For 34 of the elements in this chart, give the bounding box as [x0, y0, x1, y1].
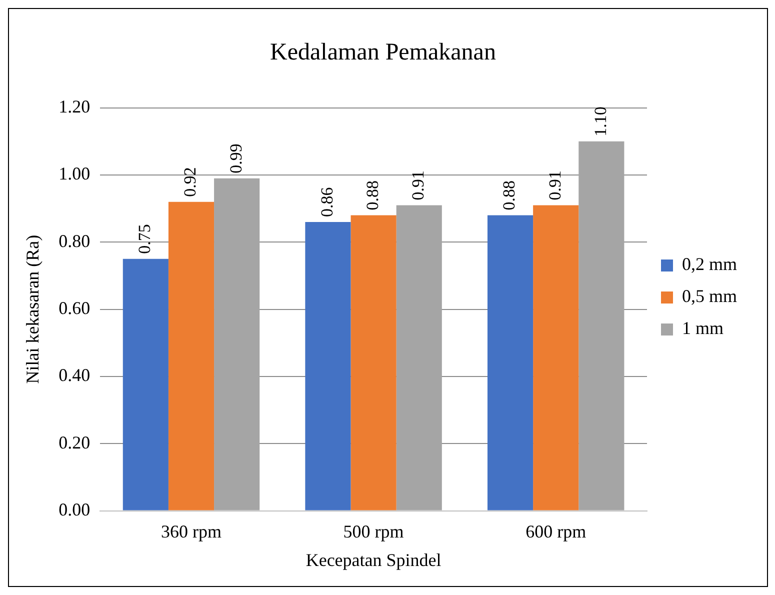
y-tick-label: 0.60	[58, 298, 90, 318]
data-label: 0.75	[135, 224, 154, 254]
y-tick-label: 0.00	[58, 500, 90, 520]
data-label: 0.91	[545, 170, 564, 200]
y-tick-label: 0.40	[58, 365, 90, 386]
y-tick-label: 1.20	[58, 96, 90, 117]
data-label: 0.92	[180, 167, 200, 197]
y-tick-label: 0.20	[58, 432, 90, 452]
bar	[487, 215, 534, 510]
bar	[214, 178, 260, 510]
bar	[122, 258, 168, 510]
y-tick-label: 0.80	[58, 230, 90, 251]
data-label: 0.88	[363, 180, 382, 210]
data-label: 0.99	[226, 144, 246, 174]
data-label: 1.10	[590, 106, 610, 136]
legend-label: 0,5 mm	[682, 286, 738, 306]
bar	[168, 202, 214, 510]
bar	[305, 222, 351, 510]
data-label: 0.88	[500, 180, 519, 210]
y-axis-title: Nilai kekasaran (Ra)	[22, 234, 43, 384]
bar	[578, 141, 624, 510]
x-tick-label: 360 rpm	[161, 521, 222, 542]
x-tick-label: 600 rpm	[526, 521, 586, 542]
data-label: 0.91	[408, 170, 428, 200]
bar	[350, 215, 396, 510]
bar	[533, 205, 579, 510]
bar	[396, 205, 442, 510]
chart-title: Kedalaman Pemakanan	[270, 40, 496, 66]
legend-label: 1 mm	[682, 318, 724, 338]
y-tick-label: 1.00	[58, 164, 90, 184]
x-axis-title: Kecepatan Spindel	[306, 550, 442, 570]
x-tick-label: 500 rpm	[343, 521, 404, 542]
data-label: 0.86	[317, 187, 336, 217]
legend-label: 0,2 mm	[682, 254, 738, 274]
